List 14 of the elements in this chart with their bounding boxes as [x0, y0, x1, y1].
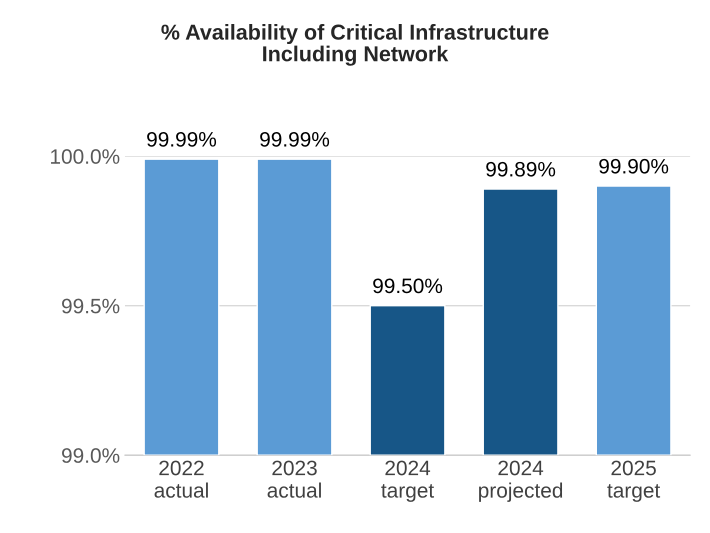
- y-tick-label: 100.0%: [51, 149, 120, 164]
- x-tick-label: 2022 actual: [154, 460, 208, 498]
- y-tick-label: 99.5%: [62, 298, 120, 314]
- data-label: 99.89%: [486, 162, 556, 177]
- x-tick-label: 2024 projected: [479, 460, 562, 502]
- x-tick-label: 2024 target: [381, 460, 434, 502]
- x-tick-label: 2025 target: [607, 460, 660, 502]
- chart-title: % Availability of Critical Infrastructure Including Network: [161, 24, 548, 66]
- data-label: 99.90%: [599, 158, 668, 174]
- y-tick-label: 99.0%: [62, 448, 120, 463]
- data-label: 99.99%: [260, 132, 330, 147]
- x-tick-label: 2023 actual: [268, 460, 321, 498]
- data-label: 99.50%: [373, 278, 442, 294]
- data-label: 99.99%: [147, 132, 216, 147]
